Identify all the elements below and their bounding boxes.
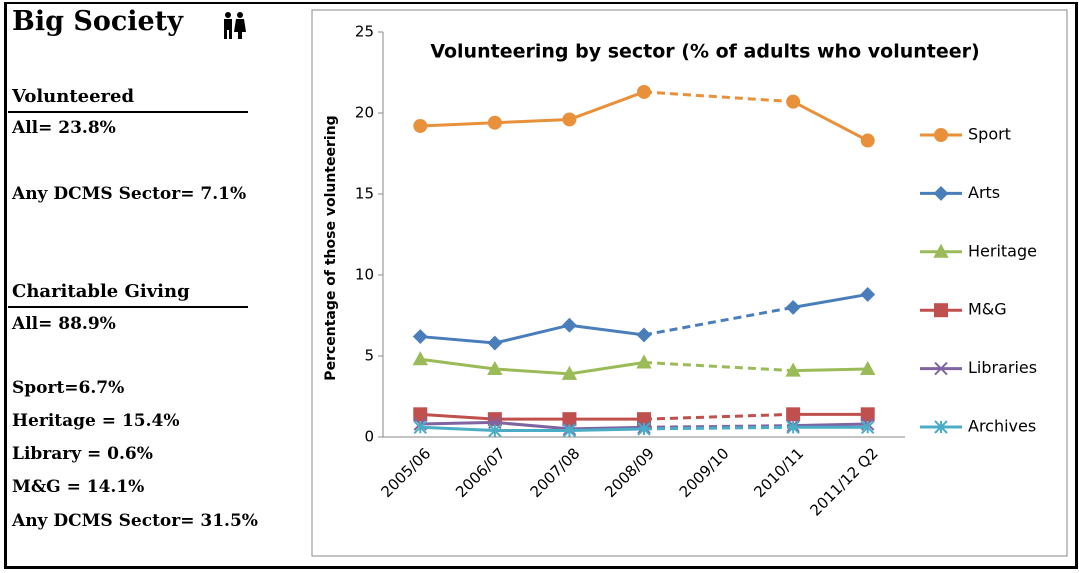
legend-label: Libraries: [968, 358, 1037, 377]
people-icon: [224, 12, 246, 39]
series-line: [420, 425, 645, 433]
section-item: All= 23.8%: [12, 118, 116, 138]
section-heading: Volunteered: [12, 86, 135, 107]
heading-rule: [8, 111, 248, 113]
legend-label: Heritage: [968, 241, 1037, 260]
gap-line: [643, 305, 794, 337]
heading-rule: [8, 306, 248, 308]
marker: [487, 335, 503, 351]
section-item: Any DCMS Sector= 31.5%: [12, 511, 258, 531]
marker: [637, 84, 651, 99]
marker: [488, 423, 502, 438]
gap-line: [643, 360, 794, 373]
series-line: [420, 412, 644, 421]
series-line: [792, 292, 868, 309]
marker: [861, 420, 875, 434]
gap-line: [643, 412, 794, 421]
marker: [786, 94, 801, 109]
marker: [860, 407, 875, 422]
section-item: Heritage = 15.4%: [12, 411, 180, 431]
marker: [637, 422, 651, 436]
y-tick-label: 5: [364, 347, 374, 365]
series-line: [420, 420, 645, 431]
x-tick-label: 2009/10: [676, 444, 733, 501]
marker: [860, 133, 875, 148]
legend-marker: [934, 303, 948, 318]
x-tick-label: 2007/08: [527, 444, 584, 501]
x-tick-label: 2010/11: [750, 444, 807, 501]
frame: [4, 2, 1078, 569]
legend-marker: [933, 185, 949, 201]
marker: [413, 118, 428, 133]
legend-marker: [933, 243, 949, 258]
marker: [412, 351, 428, 366]
legend-marker: [934, 420, 948, 434]
marker: [487, 360, 503, 375]
y-tick-label: 25: [355, 23, 374, 41]
legend-marker: [934, 128, 948, 142]
section-item: Library = 0.6%: [12, 444, 153, 464]
section-item: M&G = 14.1%: [12, 477, 145, 497]
marker: [785, 299, 801, 315]
x-tick-label: 2006/07: [452, 444, 509, 501]
section-item: All= 88.9%: [12, 314, 116, 334]
marker: [636, 354, 652, 369]
section-heading: Charitable Giving: [12, 281, 190, 302]
marker: [786, 420, 800, 434]
sidebar-title: Big Society: [12, 6, 183, 37]
x-tick-label: 2011/12 Q2: [806, 444, 881, 519]
section-item: Sport=6.7%: [12, 378, 125, 398]
gap-line: [643, 424, 794, 429]
series-line: [420, 323, 645, 345]
y-tick-label: 15: [355, 185, 374, 203]
series-line: [420, 90, 645, 128]
gap-line: [643, 425, 794, 431]
marker: [562, 112, 577, 127]
marker: [860, 287, 876, 302]
gap-line: [643, 90, 794, 104]
legend-label: Arts: [968, 183, 1000, 202]
y-tick-label: 20: [355, 104, 374, 122]
x-tick-label: 2005/06: [377, 444, 434, 501]
marker: [413, 420, 427, 434]
legend-label: M&G: [968, 300, 1007, 319]
y-tick-label: 0: [364, 428, 374, 446]
series-line: [793, 367, 868, 373]
marker: [561, 365, 578, 380]
x-tick-label: 2008/09: [601, 444, 658, 501]
y-tick-label: 10: [355, 266, 374, 284]
series-line: [793, 422, 868, 428]
chart-title: Volunteering by sector (% of adults who …: [430, 41, 979, 63]
series-line: [420, 357, 645, 376]
marker: [786, 407, 801, 422]
marker: [413, 407, 428, 422]
legend-label: Archives: [968, 417, 1036, 436]
marker: [636, 327, 652, 343]
section-item: Any DCMS Sector= 7.1%: [12, 184, 247, 204]
chart-box: [311, 9, 1068, 557]
legend-marker: [934, 361, 948, 376]
marker: [860, 360, 876, 375]
marker: [562, 317, 577, 333]
series-line: [792, 100, 869, 142]
marker: [412, 329, 428, 344]
marker: [562, 423, 577, 438]
marker: [785, 362, 801, 377]
y-axis-label: Percentage of those volunteering: [323, 115, 339, 380]
legend-label: Sport: [968, 125, 1011, 144]
marker: [487, 115, 502, 130]
